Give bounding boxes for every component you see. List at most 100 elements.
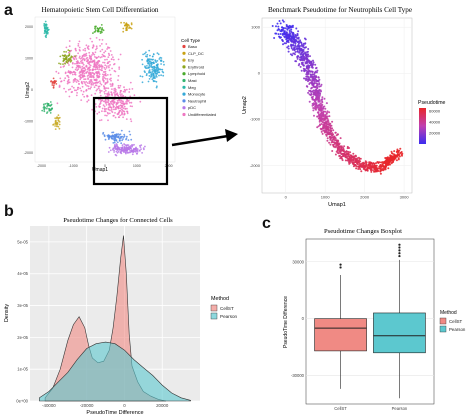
cell-point	[76, 79, 79, 82]
cell-point	[111, 93, 113, 95]
y-tick-label: 0	[258, 71, 261, 76]
cell-point	[103, 134, 106, 137]
pseudotime-point	[398, 155, 401, 158]
pseudotime-point	[315, 108, 317, 111]
pseudotime-point	[290, 26, 293, 29]
cell-point	[83, 78, 85, 81]
pseudotime-point	[392, 158, 395, 161]
cell-point	[117, 116, 120, 119]
cell-point	[79, 87, 82, 90]
cell-point	[74, 80, 76, 82]
cell-point	[84, 55, 86, 57]
cell-point	[73, 89, 76, 92]
pseudotime-point	[289, 37, 291, 40]
cell-point	[129, 95, 132, 98]
pseudotime-point	[349, 151, 352, 154]
cell-point	[73, 57, 75, 60]
cell-point	[139, 75, 142, 77]
cell-point	[112, 105, 115, 108]
cell-point	[46, 27, 48, 30]
cell-point	[103, 91, 106, 93]
cell-point	[99, 30, 102, 33]
cell-point	[157, 71, 160, 74]
cell-point	[85, 89, 88, 92]
cell-point	[107, 119, 109, 122]
cell-point	[78, 46, 81, 49]
umap-cell-types-xlabel: Umap1	[92, 167, 108, 173]
cell-point	[94, 29, 97, 32]
pseudotime-point	[300, 44, 303, 47]
cell-point	[78, 83, 80, 85]
cell-point	[96, 27, 99, 30]
outlier-point	[398, 243, 401, 246]
cell-point	[107, 112, 109, 115]
cell-point	[102, 73, 104, 76]
pseudotime-point	[308, 61, 311, 64]
pseudotime-point	[316, 69, 319, 72]
pseudotime-point	[307, 60, 309, 63]
pseudotime-point	[280, 36, 282, 39]
pseudotime-point	[312, 107, 315, 109]
cell-point	[90, 79, 93, 81]
cell-point	[93, 63, 96, 66]
cell-point	[161, 68, 164, 71]
cell-point	[131, 88, 134, 90]
cell-point	[114, 112, 116, 114]
pseudotime-point	[375, 164, 378, 167]
cell-point	[152, 80, 155, 83]
pseudotime-point	[319, 89, 322, 92]
cell-point	[89, 55, 91, 58]
cell-point	[94, 27, 96, 30]
cell-point	[141, 63, 144, 66]
cell-point	[70, 55, 73, 58]
cell-point	[124, 108, 127, 110]
pseudotime-point	[298, 51, 301, 54]
cell-point	[104, 110, 107, 113]
cell-point	[99, 69, 102, 71]
cell-point	[87, 99, 90, 102]
cell-point	[99, 32, 102, 34]
cell-point	[126, 23, 128, 26]
cell-point	[95, 71, 98, 73]
cell-point	[104, 101, 107, 104]
cell-point	[111, 67, 113, 70]
pseudotime-point	[293, 48, 296, 51]
cell-point	[58, 123, 61, 126]
pseudotime-point	[376, 170, 378, 173]
legend-swatch	[182, 92, 186, 96]
cell-point	[147, 59, 150, 62]
y-tick-label: 0	[31, 88, 33, 92]
cell-point	[139, 150, 141, 152]
cell-point	[45, 34, 48, 37]
cell-point	[121, 135, 124, 138]
cell-point	[154, 70, 157, 72]
x-tick-label: 2000	[165, 164, 173, 168]
pseudotime-point	[293, 39, 296, 42]
cell-point	[70, 91, 73, 94]
y-tick-label: 4e-05	[17, 271, 28, 276]
pseudotime-point	[303, 77, 305, 80]
pseudotime-point	[314, 71, 317, 74]
cell-point	[98, 80, 101, 83]
cell-point	[104, 138, 107, 141]
pseudotime-point	[313, 89, 316, 92]
cell-point	[125, 151, 128, 154]
cell-point	[93, 79, 96, 81]
cell-point	[42, 103, 45, 106]
pseudotime-point	[360, 170, 363, 173]
legend-label: Meg	[188, 85, 196, 90]
pseudotime-point	[297, 30, 300, 33]
x-tick-label: 3000	[400, 195, 410, 200]
x-tick-label: 20000	[156, 403, 169, 408]
legend-swatch	[182, 44, 186, 49]
pseudotime-point	[314, 99, 316, 102]
cell-point	[102, 80, 105, 83]
cell-point	[99, 105, 101, 108]
pseudotime-point	[391, 155, 394, 158]
cell-point	[52, 77, 55, 80]
cell-point	[77, 68, 80, 71]
legend-label: Pearson	[220, 314, 238, 319]
cell-point	[66, 82, 69, 85]
cell-point	[44, 30, 46, 33]
pseudotime-point	[347, 153, 350, 156]
